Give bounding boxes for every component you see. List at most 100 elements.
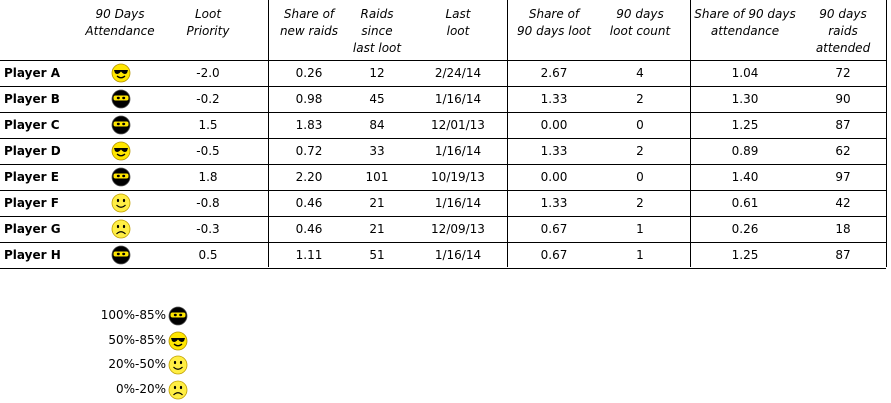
icon	[111, 167, 131, 187]
cell-value: 12/01/13	[431, 118, 485, 132]
column-header: Last loot	[445, 7, 471, 38]
cell-value: 1.04	[731, 66, 759, 80]
cell-value: 12/09/13	[431, 222, 485, 236]
icon	[111, 219, 131, 239]
player-name: Player E	[4, 170, 59, 184]
column-border	[886, 0, 887, 267]
cell-value: -2.0	[196, 66, 220, 80]
cell-value: 0.5	[198, 248, 218, 262]
column-border	[268, 0, 269, 267]
cell-value: 1.40	[731, 170, 759, 184]
player-name: Player C	[4, 118, 60, 132]
column-header: 90 days raids attended	[815, 7, 871, 55]
player-name: Player D	[4, 144, 61, 158]
player-name: Player H	[4, 248, 61, 262]
icon	[168, 331, 188, 351]
cell-value: 1	[636, 222, 644, 236]
cell-value: 1.11	[295, 248, 323, 262]
player-name: Player F	[4, 196, 59, 210]
cell-value: 0.26	[731, 222, 759, 236]
cell-value: 1/16/14	[434, 248, 482, 262]
cell-value: 21	[369, 196, 385, 210]
cell-value: 1.83	[295, 118, 323, 132]
player-name: Player G	[4, 222, 61, 236]
attendance-icon	[111, 141, 131, 161]
cell-value: 87	[835, 248, 851, 262]
cell-value: 2.67	[540, 66, 568, 80]
cell-value: 2	[636, 92, 644, 106]
column-header: Share of 90 days attendance	[694, 7, 796, 38]
attendance-icon	[168, 380, 188, 400]
cell-value: 0.26	[295, 66, 323, 80]
cell-value: 1.33	[540, 144, 568, 158]
attendance-icon	[168, 331, 188, 351]
player-name: Player A	[4, 66, 60, 80]
attendance-icon	[111, 63, 131, 83]
cell-value: 1.25	[731, 248, 759, 262]
cell-value: 0.89	[731, 144, 759, 158]
row-border	[0, 164, 886, 165]
attendance-icon	[111, 245, 131, 265]
cell-value: 2	[636, 196, 644, 210]
icon	[111, 141, 131, 161]
row-border	[0, 268, 886, 269]
cell-value: 4	[636, 66, 644, 80]
icon	[168, 380, 188, 400]
cell-value: 90	[835, 92, 851, 106]
attendance-icon	[111, 89, 131, 109]
cell-value: -0.5	[196, 144, 220, 158]
cell-value: 10/19/13	[431, 170, 485, 184]
icon	[168, 355, 188, 375]
attendance-icon	[111, 193, 131, 213]
cell-value: 51	[369, 248, 385, 262]
cell-value: 72	[835, 66, 851, 80]
column-header: 90 days loot count	[609, 7, 671, 38]
icon	[111, 115, 131, 135]
cell-value: 0.46	[295, 196, 323, 210]
legend-label: 50%-85%	[108, 332, 166, 347]
cell-value: 0.00	[540, 118, 568, 132]
column-border	[690, 0, 691, 267]
cell-value: 1.8	[198, 170, 218, 184]
column-header: 90 Days Attendance	[85, 7, 155, 38]
attendance-icon	[168, 306, 188, 326]
cell-value: 101	[365, 170, 389, 184]
column-header: Loot Priority	[186, 7, 230, 38]
cell-value: 0.67	[540, 248, 568, 262]
cell-value: 0.72	[295, 144, 323, 158]
column-border	[507, 0, 508, 267]
cell-value: 1/16/14	[434, 196, 482, 210]
icon	[111, 89, 131, 109]
cell-value: 0	[636, 170, 644, 184]
cell-value: 18	[835, 222, 851, 236]
cell-value: -0.3	[196, 222, 220, 236]
attendance-icon	[168, 355, 188, 375]
cell-value: 21	[369, 222, 385, 236]
cell-value: 1	[636, 248, 644, 262]
column-header: Share of new raids	[279, 7, 339, 38]
cell-value: 0.61	[731, 196, 759, 210]
icon	[111, 245, 131, 265]
cell-value: 33	[369, 144, 385, 158]
icon	[111, 63, 131, 83]
cell-value: 1.33	[540, 92, 568, 106]
cell-value: 1/16/14	[434, 92, 482, 106]
cell-value: 0	[636, 118, 644, 132]
cell-value: -0.2	[196, 92, 220, 106]
row-border	[0, 242, 886, 243]
cell-value: 1/16/14	[434, 144, 482, 158]
legend-label: 0%-20%	[115, 381, 166, 396]
attendance-icon	[111, 115, 131, 135]
cell-value: 1.25	[731, 118, 759, 132]
cell-value: 2	[636, 144, 644, 158]
cell-value: 2.20	[295, 170, 323, 184]
icon	[111, 193, 131, 213]
cell-value: 2/24/14	[434, 66, 482, 80]
cell-value: 87	[835, 118, 851, 132]
row-border	[0, 60, 886, 61]
cell-value: 0.98	[295, 92, 323, 106]
row-border	[0, 138, 886, 139]
cell-value: 0.46	[295, 222, 323, 236]
attendance-icon	[111, 219, 131, 239]
